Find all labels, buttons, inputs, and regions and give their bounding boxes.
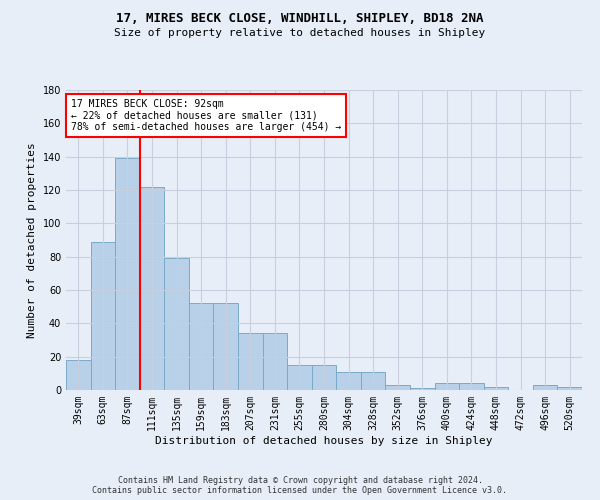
Bar xyxy=(115,158,140,390)
Bar xyxy=(66,360,91,390)
Bar xyxy=(459,384,484,390)
Bar xyxy=(287,365,312,390)
Bar xyxy=(557,386,582,390)
Bar xyxy=(434,384,459,390)
X-axis label: Distribution of detached houses by size in Shipley: Distribution of detached houses by size … xyxy=(155,436,493,446)
Text: 17, MIRES BECK CLOSE, WINDHILL, SHIPLEY, BD18 2NA: 17, MIRES BECK CLOSE, WINDHILL, SHIPLEY,… xyxy=(116,12,484,26)
Bar xyxy=(91,242,115,390)
Bar xyxy=(214,304,238,390)
Bar xyxy=(484,386,508,390)
Bar xyxy=(164,258,189,390)
Bar xyxy=(410,388,434,390)
Bar xyxy=(140,186,164,390)
Bar xyxy=(263,334,287,390)
Bar xyxy=(312,365,336,390)
Text: Contains HM Land Registry data © Crown copyright and database right 2024.
Contai: Contains HM Land Registry data © Crown c… xyxy=(92,476,508,495)
Bar xyxy=(361,372,385,390)
Text: Size of property relative to detached houses in Shipley: Size of property relative to detached ho… xyxy=(115,28,485,38)
Y-axis label: Number of detached properties: Number of detached properties xyxy=(27,142,37,338)
Bar xyxy=(385,385,410,390)
Bar xyxy=(189,304,214,390)
Bar xyxy=(238,334,263,390)
Bar xyxy=(336,372,361,390)
Text: 17 MIRES BECK CLOSE: 92sqm
← 22% of detached houses are smaller (131)
78% of sem: 17 MIRES BECK CLOSE: 92sqm ← 22% of deta… xyxy=(71,99,341,132)
Bar xyxy=(533,385,557,390)
